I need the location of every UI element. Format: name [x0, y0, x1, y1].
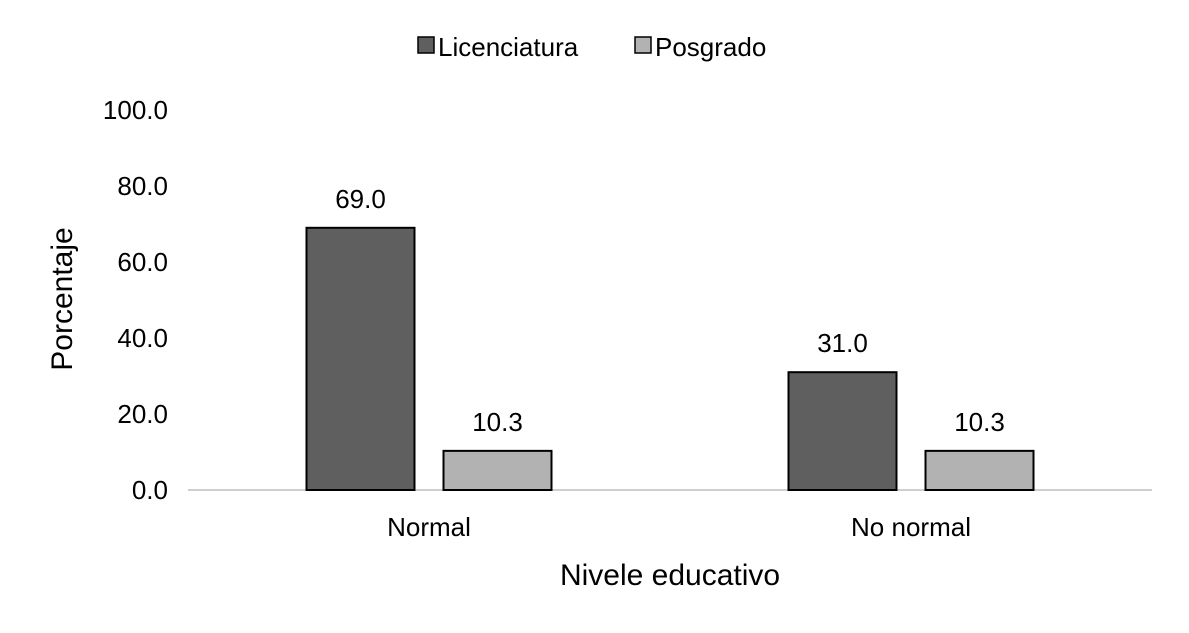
bar-licenciatura-normal — [305, 226, 416, 492]
y-tick-label: 60.0 — [117, 247, 168, 277]
legend-swatch-posgrado — [634, 36, 652, 54]
y-tick-label: 80.0 — [117, 171, 168, 201]
data-label: 10.3 — [472, 407, 523, 437]
legend-swatch-licenciatura — [417, 36, 435, 54]
y-tick-label: 40.0 — [117, 323, 168, 353]
legend: Licenciatura Posgrado — [417, 32, 766, 62]
legend-label-posgrado: Posgrado — [655, 32, 766, 62]
y-axis-title: Porcentaje — [46, 227, 79, 370]
bar-posgrado-normal — [442, 449, 553, 491]
data-label: 31.0 — [817, 328, 868, 358]
x-tick-labels: Normal No normal — [387, 512, 971, 542]
data-label: 69.0 — [335, 184, 386, 214]
data-label: 10.3 — [954, 407, 1005, 437]
x-tick-label: No normal — [851, 512, 971, 542]
bar-licenciatura-no-normal — [787, 371, 898, 492]
bars: 69.0 10.3 31.0 10.3 — [305, 184, 1035, 492]
x-axis-title: Nivele educativo — [560, 559, 780, 592]
bar-posgrado-no-normal — [924, 449, 1035, 491]
x-tick-label: Normal — [387, 512, 471, 542]
y-tick-label: 0.0 — [132, 475, 168, 505]
y-tick-labels: 0.0 20.0 40.0 60.0 80.0 100.0 — [103, 95, 168, 505]
y-tick-label: 100.0 — [103, 95, 168, 125]
legend-label-licenciatura: Licenciatura — [438, 32, 579, 62]
y-tick-label: 20.0 — [117, 399, 168, 429]
